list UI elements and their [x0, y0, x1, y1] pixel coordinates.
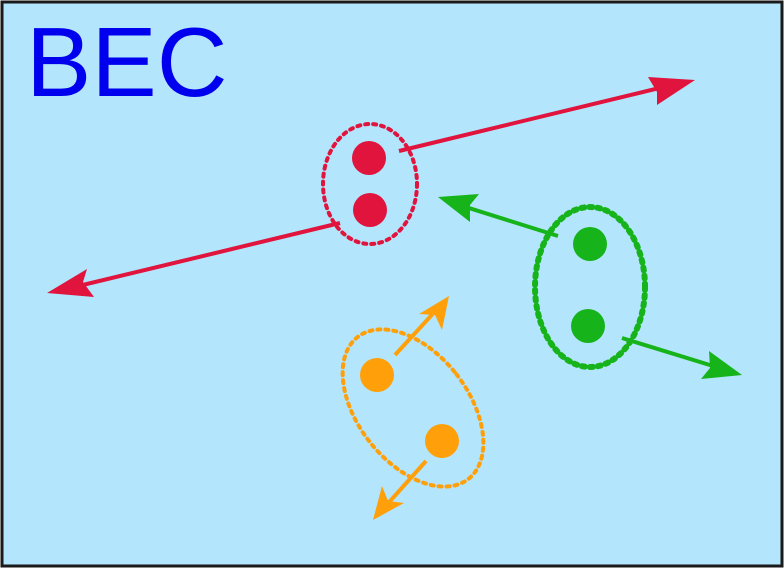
- orange-particle-top: [360, 358, 394, 392]
- red-pair: [47, 77, 695, 297]
- green-arrow-down-right: [621, 336, 742, 379]
- title-label: BEC: [26, 7, 228, 117]
- red-arrow-down-left: [47, 221, 341, 297]
- red-arrow-up-right: [398, 77, 695, 153]
- green-particle-top: [573, 227, 607, 261]
- orange-arrow-up-right: [393, 296, 449, 357]
- green-particle-bottom: [571, 309, 605, 343]
- orange-pair-boundary: [340, 327, 486, 489]
- orange-arrow-down-left: [373, 459, 428, 520]
- green-pair: [438, 194, 742, 379]
- green-arrow-up-left: [438, 194, 559, 238]
- green-pair-boundary: [532, 204, 648, 370]
- orange-pair: [340, 296, 486, 520]
- red-particle-top: [352, 141, 386, 175]
- orange-particle-bottom: [425, 424, 459, 458]
- red-pair-boundary: [321, 122, 419, 246]
- red-particle-bottom: [353, 193, 387, 227]
